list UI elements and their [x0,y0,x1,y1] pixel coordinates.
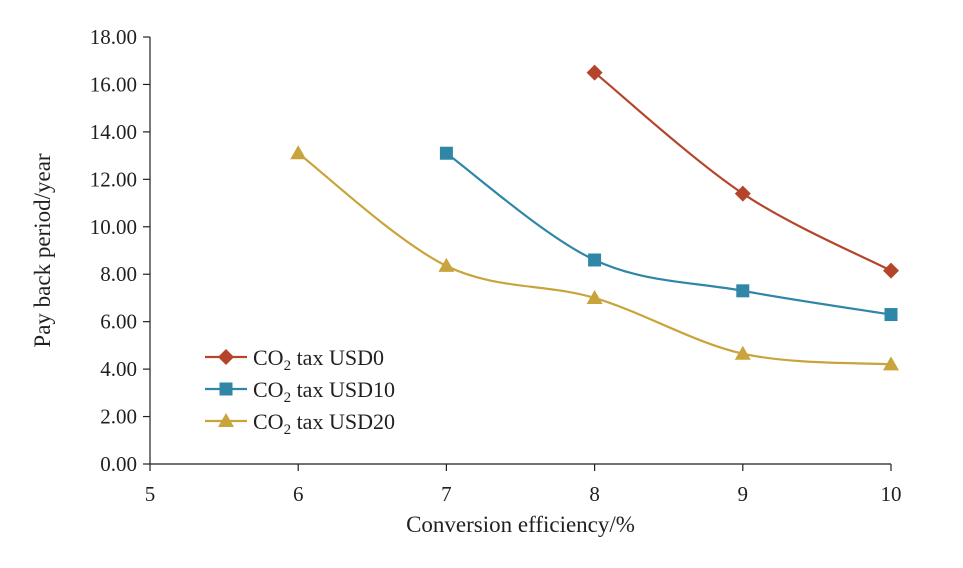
legend-label-suffix: tax USD10 [291,377,395,402]
series-line [593,71,892,272]
legend-label-subscript: 2 [284,390,292,406]
data-point [290,145,307,160]
y-tick-label: 12.00 [90,167,137,191]
legend-label: CO2 tax USD20 [253,409,395,438]
y-tick-label: 4.00 [100,357,137,381]
legend-label-suffix: tax USD20 [291,409,395,434]
legend-label: CO2 tax USD0 [253,345,384,374]
data-point [586,289,603,304]
data-point [588,253,602,267]
data-point [736,284,750,298]
data-point [439,146,453,160]
legend-label-prefix: CO [253,377,284,402]
legend-label-subscript: 2 [284,422,292,438]
legend-label-prefix: CO [253,409,284,434]
axes-layer: 0.00 2.00 4.00 6.00 8.00 10.00 12.00 14.00 16.00… [90,25,902,506]
legend-label-suffix: tax USD0 [291,345,384,370]
x-axis-title: Conversion efficiency/% [406,512,635,537]
data-point [883,262,899,279]
x-tick-label: 9 [738,482,749,506]
y-axis-title: Pay back period/year [30,153,55,347]
y-tick-label: 10.00 [90,215,137,239]
legend-item-1: CO2 tax USD10 [205,377,395,406]
y-tick-label: 0.00 [100,452,137,476]
legend-marker [218,349,234,365]
series-1 [439,146,898,322]
x-tick-label: 7 [441,482,452,506]
y-tick-label: 16.00 [90,72,137,96]
x-tick-label: 8 [589,482,600,506]
y-tick-label: 14.00 [90,120,137,144]
legend-label-prefix: CO [253,345,284,370]
series-layer [290,64,899,371]
legend-label: CO2 tax USD10 [253,377,395,406]
x-tick-label: 6 [293,482,304,506]
data-point [884,308,898,322]
legend-marker [218,413,234,427]
data-point [734,345,751,360]
legend-item-0: CO2 tax USD0 [205,345,384,374]
legend-label-subscript: 2 [284,358,292,374]
legend-marker [219,382,233,396]
series-2 [290,145,899,371]
data-point [438,257,455,272]
x-tick-label: 10 [881,482,902,506]
y-tick-label: 18.00 [90,25,137,49]
data-point [586,64,603,81]
legend-item-2: CO2 tax USD20 [205,409,395,438]
y-tick-label: 8.00 [100,262,137,286]
y-tick-label: 2.00 [100,405,137,429]
data-point [734,185,751,202]
y-tick-label: 6.00 [100,310,137,334]
series-line [445,152,892,316]
x-tick-label: 5 [145,482,156,506]
data-point [883,356,899,371]
series-0 [586,64,899,279]
